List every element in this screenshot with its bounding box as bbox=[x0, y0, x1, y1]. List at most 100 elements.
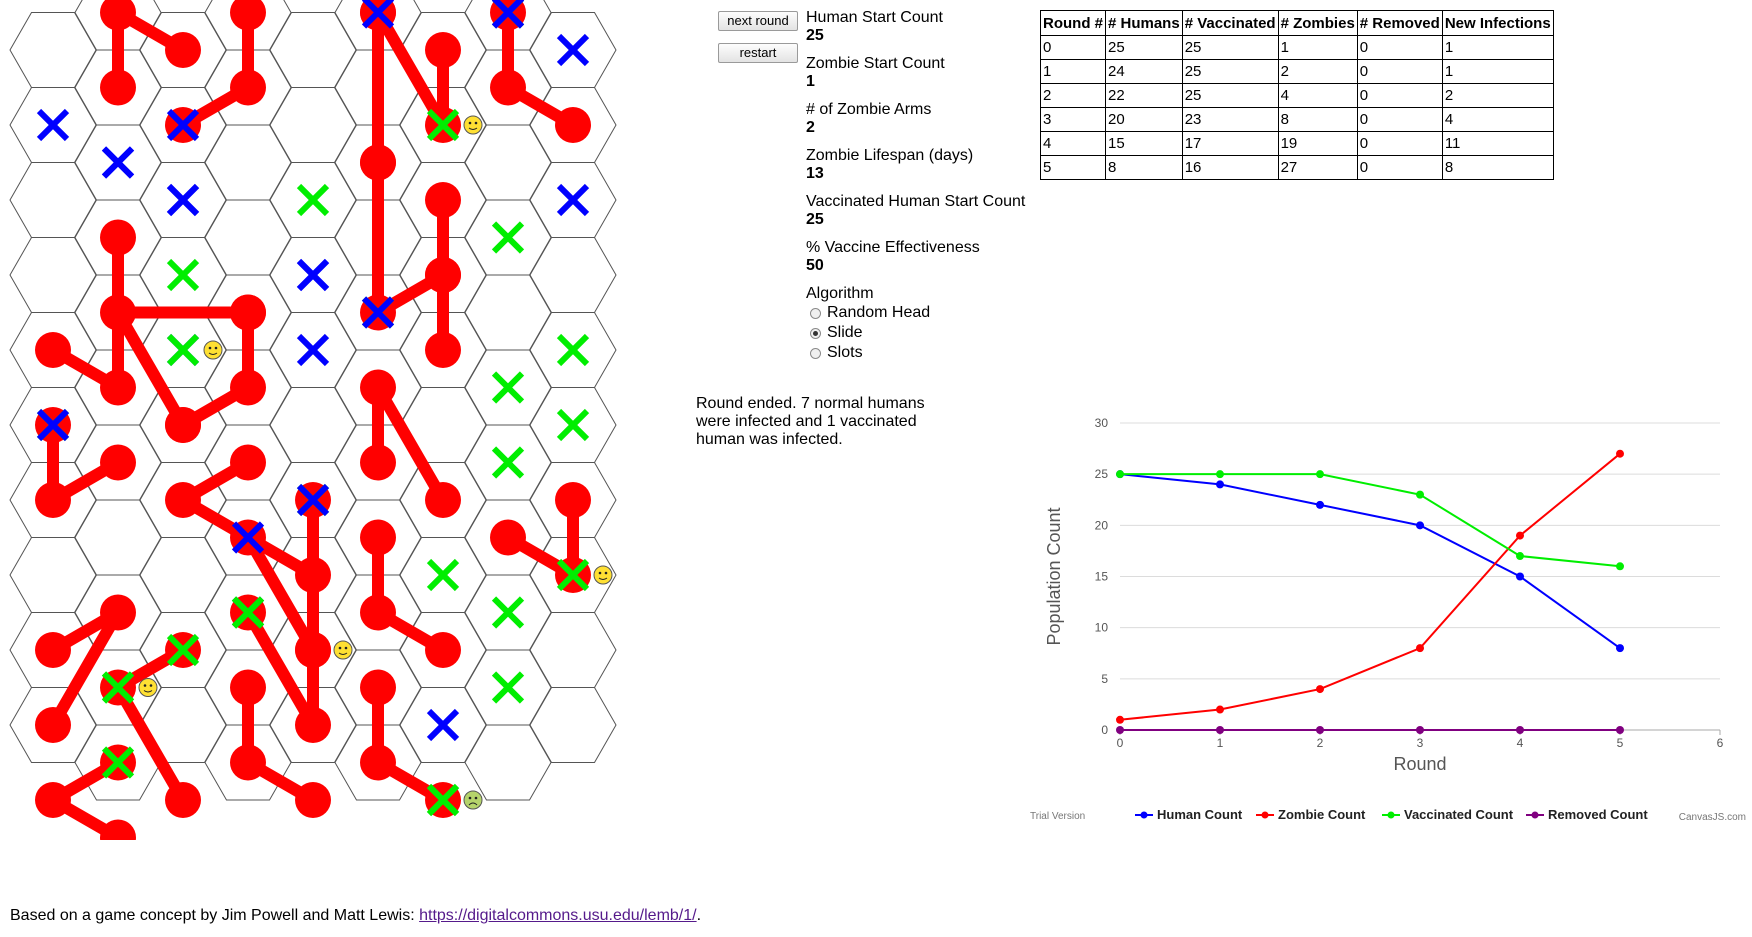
zombie-node bbox=[425, 257, 461, 293]
table-cell: 4 bbox=[1040, 131, 1106, 156]
zombie bbox=[165, 0, 266, 143]
data-point bbox=[1616, 644, 1624, 653]
legend-item: Human Count bbox=[1135, 807, 1243, 822]
table-cell: 19 bbox=[1277, 131, 1358, 156]
vaccinated-marker bbox=[166, 258, 200, 292]
algorithm-option-slide[interactable]: Slide bbox=[806, 323, 1025, 343]
infected-human-marker bbox=[36, 408, 70, 442]
face bbox=[593, 565, 613, 585]
column-header: # Removed bbox=[1356, 10, 1443, 36]
radio-slots[interactable] bbox=[810, 347, 821, 359]
infected-vaccinated-marker bbox=[556, 558, 590, 592]
vaccinated-marker-stroke bbox=[296, 183, 330, 217]
face bbox=[333, 640, 353, 660]
zombie-node bbox=[295, 632, 331, 668]
param-label-human-start: Human Start Count bbox=[806, 9, 943, 26]
infected-vaccinated-marker-stroke bbox=[166, 333, 200, 367]
algorithm-label: Algorithm bbox=[806, 285, 874, 302]
vaccinated-marker-stroke bbox=[491, 671, 525, 704]
param-value-vaccinated-start[interactable]: 25 bbox=[806, 211, 824, 228]
data-point bbox=[1616, 449, 1624, 458]
table-header-row: Round # # Humans # Vaccinated # Zombies … bbox=[1040, 10, 1554, 36]
algorithm-option-slots[interactable]: Slots bbox=[806, 343, 1025, 363]
human-marker-stroke bbox=[556, 183, 590, 217]
table-cell: 25 bbox=[1105, 35, 1183, 60]
x-tick-label: 2 bbox=[1317, 736, 1324, 750]
zombie bbox=[360, 519, 461, 668]
zombie-node bbox=[360, 519, 396, 556]
param-value-zombie-start[interactable]: 1 bbox=[806, 73, 815, 90]
zombie-node bbox=[35, 707, 71, 743]
data-point bbox=[1116, 715, 1124, 724]
algorithm-option-random-head[interactable]: Random Head bbox=[806, 303, 1025, 323]
zombie-node bbox=[555, 107, 591, 143]
human-marker bbox=[166, 108, 200, 142]
mouth bbox=[598, 577, 608, 580]
param-value-zombie-arms[interactable]: 2 bbox=[806, 119, 815, 136]
zombie-node bbox=[100, 369, 136, 406]
vaccinated-marker bbox=[491, 671, 525, 704]
table-cell: 5 bbox=[1040, 155, 1106, 180]
y-tick-label: 25 bbox=[1095, 467, 1109, 481]
param-value-vaccine-effectiveness[interactable]: 50 bbox=[806, 257, 824, 274]
x-axis-title: Round bbox=[1393, 754, 1446, 774]
table-cell: 11 bbox=[1441, 131, 1554, 156]
zombie bbox=[35, 407, 136, 518]
hex-cell bbox=[529, 687, 617, 763]
zombie-node bbox=[230, 0, 266, 31]
table-cell: 16 bbox=[1181, 155, 1279, 180]
param-label-vaccine-effectiveness: % Vaccine Effectiveness bbox=[806, 239, 980, 256]
series-removed-count bbox=[1116, 726, 1624, 734]
mouth bbox=[468, 127, 478, 130]
eye bbox=[604, 571, 608, 575]
data-point bbox=[1316, 685, 1324, 694]
table-row: 2 22 25 4 0 2 bbox=[1040, 83, 1554, 108]
infected-vaccinated-marker bbox=[426, 783, 460, 817]
zombie-node bbox=[360, 594, 396, 631]
next-round-button[interactable]: next round bbox=[718, 11, 798, 31]
infected-human-marker-stroke bbox=[361, 296, 395, 329]
status-message: Round ended. 7 normal humans were infect… bbox=[696, 395, 925, 448]
legend-label: Removed Count bbox=[1548, 807, 1648, 822]
face bbox=[203, 340, 223, 360]
radio-label-slots: Slots bbox=[827, 344, 863, 361]
param-label-vaccinated-start: Vaccinated Human Start Count bbox=[806, 193, 1026, 210]
game-board[interactable] bbox=[0, 0, 720, 840]
param-value-human-start[interactable]: 25 bbox=[806, 27, 824, 44]
y-tick-label: 10 bbox=[1095, 621, 1109, 635]
eye bbox=[474, 121, 478, 125]
zombie bbox=[165, 294, 266, 443]
restart-button[interactable]: restart bbox=[718, 43, 798, 63]
table-cell: 22 bbox=[1105, 83, 1183, 108]
infected-vaccinated-marker bbox=[166, 333, 200, 367]
radio-random-head[interactable] bbox=[810, 307, 821, 319]
face bbox=[463, 790, 483, 810]
series-line bbox=[1119, 473, 1621, 649]
data-point bbox=[1216, 470, 1224, 479]
zombie-node bbox=[35, 332, 71, 368]
radio-slide[interactable] bbox=[810, 327, 821, 339]
zombie-node bbox=[360, 744, 396, 781]
human-marker-stroke bbox=[231, 521, 265, 554]
infected-human-marker-stroke bbox=[556, 33, 590, 67]
footer-link[interactable]: https://digitalcommons.usu.edu/lemb/1/ bbox=[419, 907, 697, 924]
human-marker bbox=[426, 708, 460, 742]
infected-human-marker bbox=[361, 296, 395, 329]
param-label-zombie-lifespan: Zombie Lifespan (days) bbox=[806, 147, 974, 164]
infected-human-marker bbox=[556, 33, 590, 67]
x-tick-label: 6 bbox=[1717, 736, 1724, 750]
vaccinated-marker bbox=[426, 558, 460, 592]
legend-item: Zombie Count bbox=[1256, 807, 1366, 822]
param-value-zombie-lifespan[interactable]: 13 bbox=[806, 165, 824, 182]
zombie-node bbox=[100, 69, 136, 106]
x-tick-label: 1 bbox=[1217, 736, 1224, 750]
data-point bbox=[1516, 572, 1524, 581]
table-cell: 4 bbox=[1277, 83, 1358, 108]
parameters-panel: Human Start Count 25 Zombie Start Count … bbox=[806, 8, 1025, 363]
human-marker-stroke bbox=[426, 708, 460, 742]
infected-human-marker bbox=[491, 0, 525, 29]
vaccinated-marker bbox=[166, 633, 200, 667]
radio-label-slide: Slide bbox=[827, 324, 863, 341]
sick-face-icon bbox=[463, 790, 483, 810]
zombie-node bbox=[490, 519, 526, 556]
